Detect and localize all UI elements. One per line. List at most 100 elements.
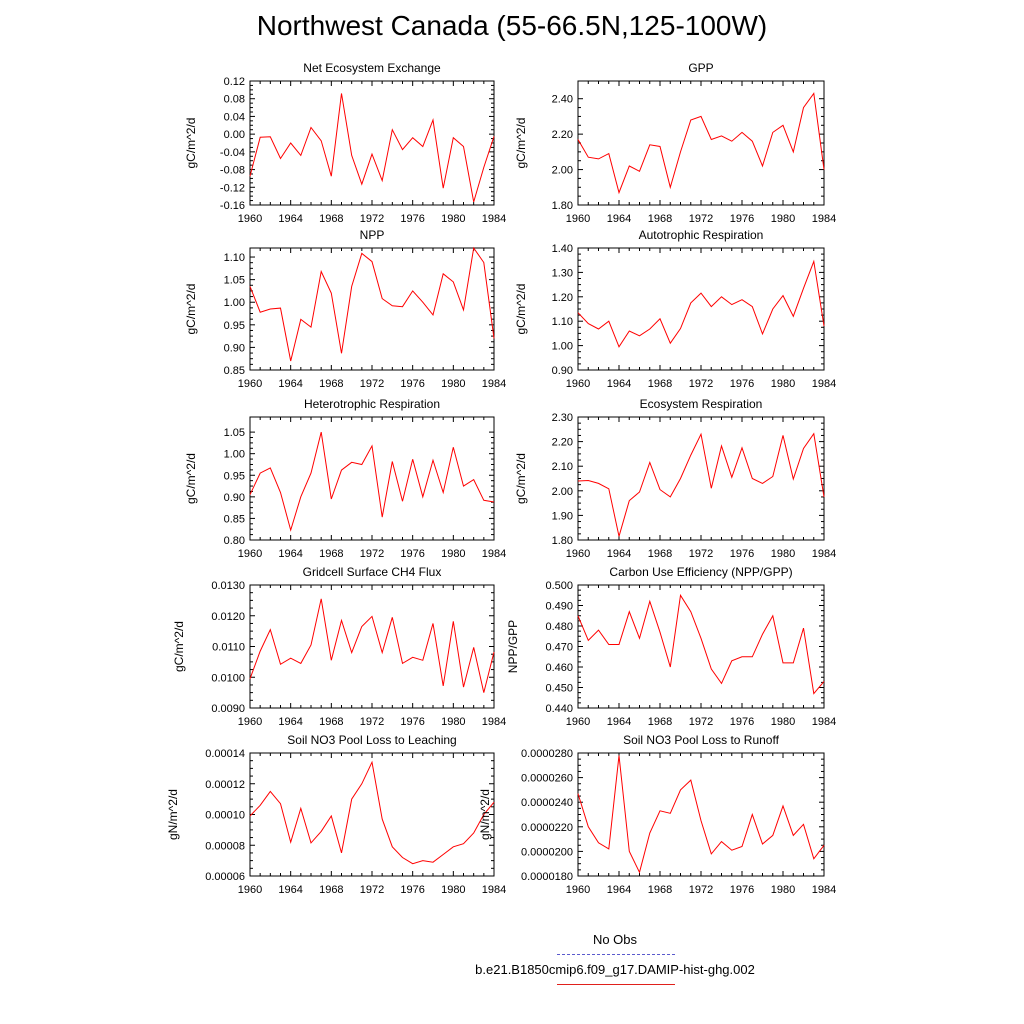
y-tick-label: 1.00: [224, 297, 245, 309]
y-tick-label: -0.12: [220, 182, 245, 194]
y-tick-label: 0.90: [224, 342, 245, 354]
x-tick-label: 1960: [566, 213, 590, 225]
x-tick-label: 1960: [566, 884, 590, 896]
y-tick-label: 1.30: [552, 267, 573, 279]
y-tick-label: 0.490: [545, 601, 573, 613]
y-tick-label: 1.80: [552, 535, 573, 547]
x-tick-label: 1984: [482, 884, 506, 896]
y-tick-label: 2.10: [552, 461, 573, 473]
x-tick-label: 1964: [278, 884, 302, 896]
x-tick-label: 1984: [482, 716, 506, 728]
x-tick-label: 1980: [441, 213, 465, 225]
x-tick-label: 1968: [648, 716, 672, 728]
x-tick-label: 1964: [607, 716, 631, 728]
y-tick-label: 1.10: [224, 252, 245, 264]
y-tick-label: 0.460: [545, 662, 573, 674]
y-tick-label: 0.00012: [205, 779, 245, 791]
figure-title: Northwest Canada (55-66.5N,125-100W): [256, 10, 768, 41]
x-tick-label: 1968: [648, 884, 672, 896]
panel-autotrophic-respiration: Autotrophic Respiration gC/m^2/d 1960 1964 1…: [514, 228, 836, 390]
y-tick-label: 0.90: [552, 365, 573, 377]
x-tick-label: 1960: [238, 716, 262, 728]
x-tick-label: 1964: [607, 884, 631, 896]
panel-carbon-use-efficiency-npp-gpp: Carbon Use Efficiency (NPP/GPP) NPP/GPP 19…: [506, 565, 836, 728]
y-tick-label: 1.05: [224, 275, 245, 287]
x-tick-label: 1980: [771, 716, 795, 728]
panel-title: Heterotrophic Respiration: [304, 397, 440, 411]
series-line: [249, 93, 495, 203]
x-tick-label: 1980: [441, 716, 465, 728]
y-tick-label: 0.12: [224, 76, 245, 88]
series-line: [249, 246, 495, 362]
x-tick-label: 1976: [730, 213, 754, 225]
y-tick-label: 0.0000260: [521, 773, 573, 785]
y-axis-label: gC/m^2/d: [514, 453, 528, 504]
x-tick-label: 1968: [648, 548, 672, 560]
y-tick-label: 1.10: [552, 316, 573, 328]
x-tick-label: 1984: [812, 716, 836, 728]
x-tick-label: 1984: [812, 213, 836, 225]
y-tick-label: 0.04: [224, 111, 245, 123]
y-axis-label: gC/m^2/d: [514, 118, 528, 169]
x-tick-label: 1968: [648, 378, 672, 390]
y-tick-label: 0.0000180: [521, 871, 573, 883]
y-tick-label: 1.05: [224, 427, 245, 439]
x-tick-label: 1984: [482, 378, 506, 390]
x-tick-label: 1972: [689, 378, 713, 390]
y-tick-label: 0.0110: [212, 642, 245, 654]
x-tick-label: 1972: [360, 213, 384, 225]
x-tick-label: 1984: [812, 884, 836, 896]
x-tick-label: 1960: [238, 378, 262, 390]
y-axis-label: gC/m^2/d: [184, 118, 198, 169]
y-tick-label: 0.0000240: [521, 797, 573, 809]
y-tick-label: 0.480: [545, 621, 573, 633]
series-line: [577, 432, 825, 537]
plot-frame: [249, 80, 495, 206]
y-tick-label: 0.00008: [205, 840, 245, 852]
x-tick-label: 1980: [771, 378, 795, 390]
x-tick-label: 1972: [360, 378, 384, 390]
panel-title: Net Ecosystem Exchange: [303, 61, 441, 75]
y-tick-label: 2.20: [552, 437, 573, 449]
y-tick-label: 0.95: [224, 320, 245, 332]
y-tick-label: 0.85: [224, 513, 245, 525]
x-tick-label: 1960: [238, 884, 262, 896]
x-tick-label: 1980: [441, 378, 465, 390]
x-tick-label: 1980: [771, 213, 795, 225]
y-tick-label: -0.04: [220, 147, 245, 159]
x-tick-label: 1964: [278, 378, 302, 390]
legend-line-run: [557, 984, 675, 985]
y-tick-label: 0.00: [224, 129, 245, 141]
plot-frame: [249, 752, 495, 877]
x-tick-label: 1972: [689, 213, 713, 225]
panel-heterotrophic-respiration: Heterotrophic Respiration gC/m^2/d 1960 196…: [184, 397, 506, 560]
series-line: [577, 259, 825, 348]
panel-title: Carbon Use Efficiency (NPP/GPP): [609, 565, 792, 579]
x-tick-label: 1960: [238, 548, 262, 560]
y-tick-label: 2.40: [552, 94, 573, 106]
y-tick-label: 0.0100: [211, 672, 245, 684]
panel-gridcell-surface-ch4-flux: Gridcell Surface CH4 Flux gC/m^2/d 1960 196…: [172, 565, 506, 728]
y-tick-label: 0.0000220: [521, 822, 573, 834]
y-tick-label: 0.0120: [211, 611, 245, 623]
x-tick-label: 1980: [771, 548, 795, 560]
x-tick-label: 1984: [812, 378, 836, 390]
x-tick-label: 1972: [360, 716, 384, 728]
y-tick-label: 0.470: [545, 642, 573, 654]
x-tick-label: 1972: [360, 548, 384, 560]
x-tick-label: 1968: [648, 213, 672, 225]
panel-title: NPP: [360, 228, 385, 242]
x-tick-label: 1976: [400, 548, 424, 560]
x-tick-label: 1964: [607, 378, 631, 390]
legend-label-no-obs: No Obs: [592, 932, 638, 947]
plot-frame: [577, 247, 825, 371]
x-tick-label: 1972: [360, 884, 384, 896]
panel-soil-no3-pool-loss-to-leaching: Soil NO3 Pool Loss to Leaching gN/m^2/d 19…: [166, 733, 506, 896]
y-tick-label: 0.00010: [205, 810, 245, 822]
y-axis-label: gC/m^2/d: [514, 284, 528, 335]
y-tick-label: 1.00: [224, 449, 245, 461]
panel-title: Soil NO3 Pool Loss to Leaching: [287, 733, 456, 747]
plot-frame: [249, 416, 495, 541]
x-tick-label: 1968: [319, 378, 343, 390]
